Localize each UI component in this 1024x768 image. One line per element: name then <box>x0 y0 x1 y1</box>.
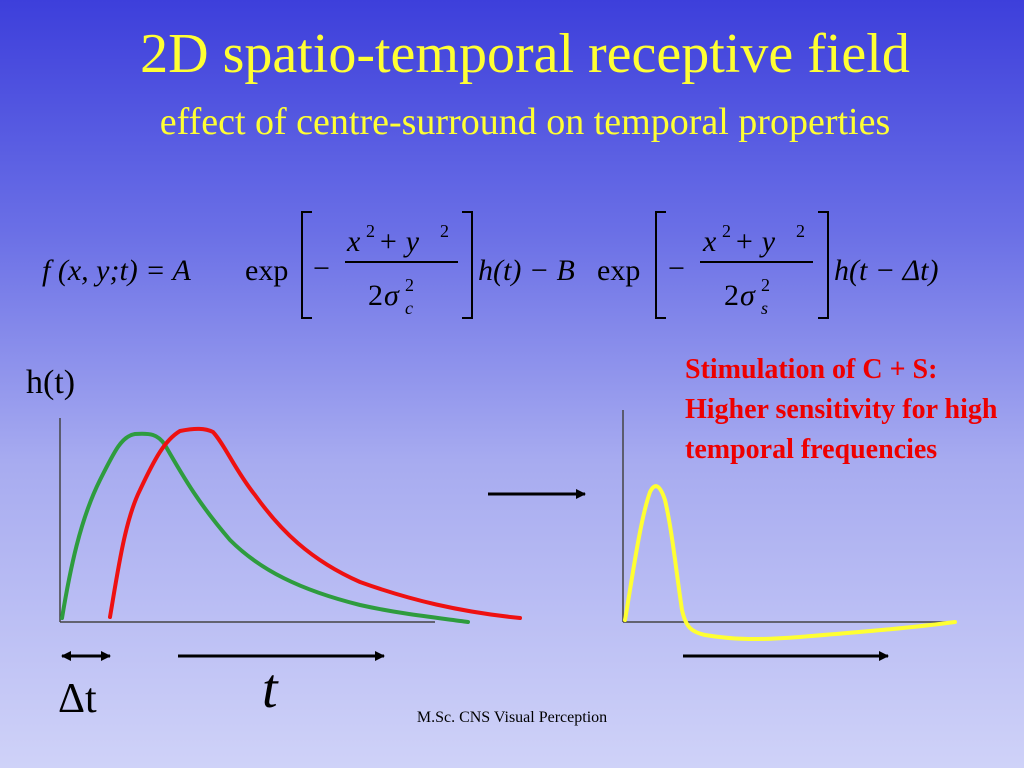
formula-h-t-dt: h(t − Δt) <box>834 254 939 287</box>
t-label: t <box>262 658 279 720</box>
numerator-2-x: x <box>702 225 717 258</box>
denominator-1-sup: 2 <box>405 275 414 295</box>
centre-response-curve <box>60 431 470 624</box>
right-bracket-1 <box>462 211 473 319</box>
numerator-1-sup: 2 <box>366 221 375 241</box>
combined-response-curve <box>623 484 957 642</box>
numerator-1-y: + y <box>378 225 420 258</box>
left-bracket-1 <box>301 211 312 319</box>
denominator-2-two: 2 <box>724 279 739 312</box>
denominator-1-sigma: σ <box>384 279 400 312</box>
slide-title: 2D spatio-temporal receptive field <box>140 23 910 85</box>
numerator-1-x: x <box>346 225 361 258</box>
numerator-2-sup-y: 2 <box>796 221 805 241</box>
y-axis-label: h(t) <box>26 364 76 401</box>
formula-exp-1: exp <box>245 254 288 287</box>
receptive-field-formula: f (x, y;t) = A exp − x 2 + y 2 2 σ 2 c h… <box>42 211 939 319</box>
delta-t-label: Δt <box>58 676 97 722</box>
denominator-1-sub: c <box>405 298 413 318</box>
formula-minus-1: − <box>313 252 330 285</box>
formula-minus-2: − <box>668 252 685 285</box>
slide-subtitle: effect of centre-surround on temporal pr… <box>159 101 891 143</box>
surround-response-curve <box>108 426 522 620</box>
denominator-2-sup: 2 <box>761 275 770 295</box>
formula-h-t: h(t) − B <box>478 254 575 287</box>
formula-exp-2: exp <box>597 254 640 287</box>
denominator-2-sigma: σ <box>740 279 756 312</box>
stimulation-note: Stimulation of C + S: Higher sensitivity… <box>685 354 998 465</box>
right-bracket-2 <box>818 211 829 319</box>
numerator-2-y: + y <box>734 225 776 258</box>
slide-footer: M.Sc. CNS Visual Perception <box>416 709 608 726</box>
denominator-2-sub: s <box>761 298 768 318</box>
numerator-2-sup: 2 <box>722 221 731 241</box>
left-bracket-2 <box>655 211 666 319</box>
denominator-1-two: 2 <box>368 279 383 312</box>
numerator-1-sup-y: 2 <box>440 221 449 241</box>
formula-lhs: f (x, y;t) = A <box>42 254 191 287</box>
